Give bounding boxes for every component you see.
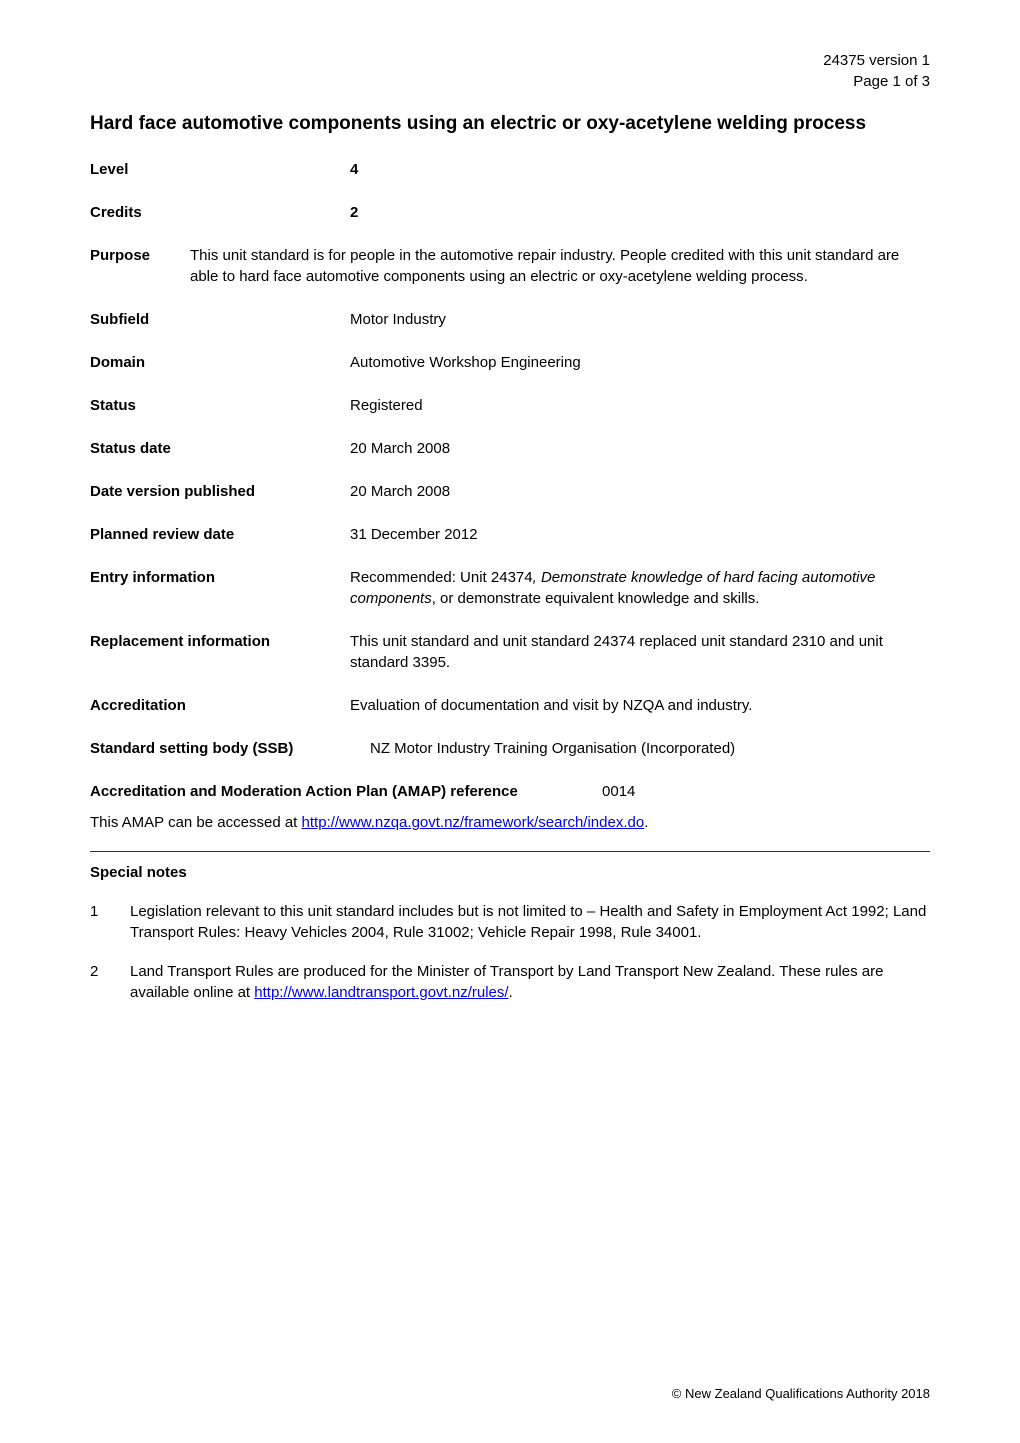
date-published-value: 20 March 2008	[350, 481, 930, 502]
field-status: Status Registered	[90, 395, 930, 416]
header-block: 24375 version 1 Page 1 of 3	[90, 50, 930, 92]
amap-reference: Accreditation and Moderation Action Plan…	[90, 781, 930, 802]
copyright-symbol: ©	[672, 1386, 682, 1401]
date-published-label: Date version published	[90, 481, 350, 502]
ssb-value: NZ Motor Industry Training Organisation …	[370, 738, 930, 759]
field-domain: Domain Automotive Workshop Engineering	[90, 352, 930, 373]
level-label: Level	[90, 159, 350, 180]
ssb-label: Standard setting body (SSB)	[90, 738, 370, 759]
amap-text-suffix: .	[644, 814, 648, 831]
field-status-date: Status date 20 March 2008	[90, 438, 930, 459]
note-row: 1 Legislation relevant to this unit stan…	[90, 901, 930, 943]
replacement-label: Replacement information	[90, 631, 350, 673]
page-number: Page 1 of 3	[90, 71, 930, 92]
domain-value: Automotive Workshop Engineering	[350, 352, 930, 373]
field-entry: Entry information Recommended: Unit 2437…	[90, 567, 930, 609]
amap-text-prefix: This AMAP can be accessed at	[90, 814, 302, 831]
field-ssb: Standard setting body (SSB) NZ Motor Ind…	[90, 738, 930, 759]
field-replacement: Replacement information This unit standa…	[90, 631, 930, 673]
divider	[90, 851, 930, 852]
field-credits: Credits 2	[90, 202, 930, 223]
purpose-label: Purpose	[90, 245, 190, 287]
footer: © New Zealand Qualifications Authority 2…	[672, 1385, 930, 1403]
entry-value: Recommended: Unit 24374, Demonstrate kno…	[350, 567, 930, 609]
note-row: 2 Land Transport Rules are produced for …	[90, 961, 930, 1003]
special-notes-heading: Special notes	[90, 862, 930, 883]
field-review-date: Planned review date 31 December 2012	[90, 524, 930, 545]
note-number: 1	[90, 901, 130, 943]
status-date-value: 20 March 2008	[350, 438, 930, 459]
note-link[interactable]: http://www.landtransport.govt.nz/rules/	[254, 984, 508, 1001]
amap-link[interactable]: http://www.nzqa.govt.nz/framework/search…	[302, 814, 645, 831]
field-purpose: Purpose This unit standard is for people…	[90, 245, 930, 287]
amap-value: 0014	[602, 783, 635, 800]
subfield-value: Motor Industry	[350, 309, 930, 330]
doc-id: 24375 version 1	[90, 50, 930, 71]
purpose-value: This unit standard is for people in the …	[190, 245, 930, 287]
status-date-label: Status date	[90, 438, 350, 459]
review-date-value: 31 December 2012	[350, 524, 930, 545]
accreditation-label: Accreditation	[90, 695, 350, 716]
footer-text: New Zealand Qualifications Authority 201…	[685, 1386, 930, 1401]
entry-label: Entry information	[90, 567, 350, 609]
amap-label: Accreditation and Moderation Action Plan…	[90, 783, 518, 800]
domain-label: Domain	[90, 352, 350, 373]
field-accreditation: Accreditation Evaluation of documentatio…	[90, 695, 930, 716]
note-text: Legislation relevant to this unit standa…	[130, 901, 930, 943]
replacement-value: This unit standard and unit standard 243…	[350, 631, 930, 673]
credits-value: 2	[350, 204, 358, 221]
entry-prefix: Recommended: Unit 24374	[350, 569, 533, 586]
note-text: Land Transport Rules are produced for th…	[130, 961, 930, 1003]
status-value: Registered	[350, 395, 930, 416]
level-value: 4	[350, 161, 358, 178]
field-level: Level 4	[90, 159, 930, 180]
subfield-label: Subfield	[90, 309, 350, 330]
note-number: 2	[90, 961, 130, 1003]
field-date-published: Date version published 20 March 2008	[90, 481, 930, 502]
field-subfield: Subfield Motor Industry	[90, 309, 930, 330]
page-title: Hard face automotive components using an…	[90, 112, 930, 137]
amap-text: This AMAP can be accessed at http://www.…	[90, 812, 930, 833]
note-text-suffix: .	[509, 984, 513, 1001]
status-label: Status	[90, 395, 350, 416]
credits-label: Credits	[90, 202, 350, 223]
entry-suffix: , or demonstrate equivalent knowledge an…	[432, 590, 760, 607]
review-date-label: Planned review date	[90, 524, 350, 545]
accreditation-value: Evaluation of documentation and visit by…	[350, 695, 930, 716]
